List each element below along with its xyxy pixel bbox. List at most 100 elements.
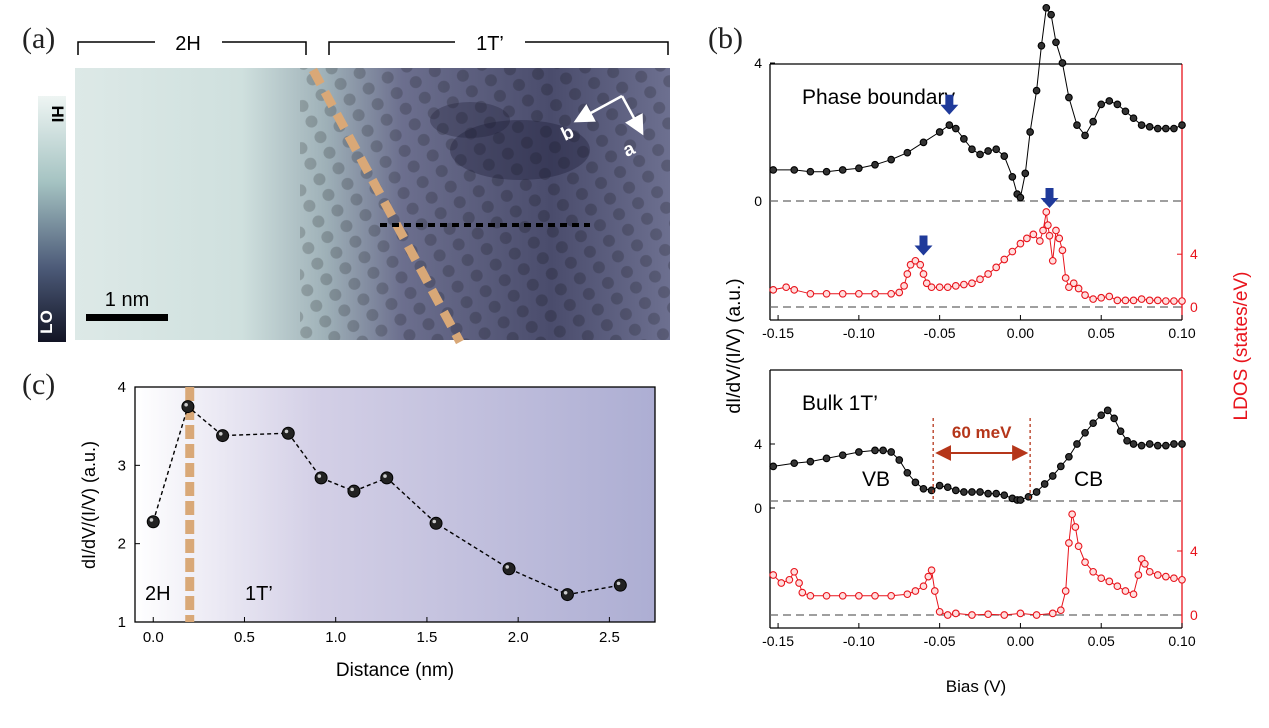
y-tick-left-label: 0 bbox=[754, 500, 762, 516]
didv-boundary-point bbox=[871, 160, 879, 169]
didv-bulk-point bbox=[1110, 414, 1118, 423]
ldos-bulk-point bbox=[1071, 523, 1080, 531]
data-point bbox=[181, 400, 195, 414]
scalebar bbox=[86, 314, 168, 321]
data-point-highlight bbox=[432, 519, 437, 524]
didv-bulk-point bbox=[769, 462, 778, 471]
didv-bulk-point bbox=[790, 459, 799, 468]
ldos-bulk-point bbox=[806, 591, 815, 600]
x-tick-label: 1.0 bbox=[325, 629, 346, 646]
y-tick-left-label: 0 bbox=[754, 193, 762, 209]
ldos-boundary-point bbox=[1055, 234, 1064, 243]
didv-boundary-point bbox=[790, 166, 799, 174]
didv-boundary-point bbox=[960, 135, 968, 143]
phase-boundary-line bbox=[309, 67, 464, 345]
didv-boundary-point bbox=[992, 145, 1001, 154]
didv-boundary-point bbox=[1153, 124, 1162, 133]
ldos-boundary-point bbox=[922, 279, 931, 288]
ldos-bulk-point bbox=[795, 579, 803, 587]
didv-boundary-point bbox=[1047, 10, 1055, 19]
y-axis-title-right: LDOS (states/eV) bbox=[1231, 272, 1252, 421]
didv-boundary-point bbox=[1081, 131, 1089, 140]
didv-bulk-point bbox=[1116, 427, 1125, 436]
ldos-bulk-point bbox=[887, 591, 896, 600]
didv-bulk-point bbox=[1081, 428, 1089, 437]
ldos-boundary-point bbox=[1058, 246, 1067, 255]
didv-boundary-point bbox=[968, 145, 976, 154]
x-tick-label: -0.05 bbox=[924, 633, 956, 649]
ldos-bulk-point bbox=[943, 611, 952, 619]
ldos-boundary-point bbox=[900, 282, 908, 290]
ldos-boundary-point bbox=[1065, 283, 1073, 292]
didv-bulk-point bbox=[911, 478, 920, 487]
ldos-bulk-point bbox=[871, 591, 879, 600]
x-tick-label: 1.5 bbox=[417, 629, 438, 646]
y-tick-right-label: 0 bbox=[1190, 607, 1198, 623]
ldos-bulk-point bbox=[911, 587, 920, 595]
ldos-bulk-point bbox=[1140, 559, 1149, 568]
ldos-boundary-point bbox=[911, 256, 920, 265]
didv-bulk-point bbox=[1024, 492, 1033, 501]
ldos-boundary-point bbox=[855, 289, 863, 298]
colorbar bbox=[38, 96, 66, 342]
data-point-highlight bbox=[383, 474, 387, 478]
ldos-bulk-line bbox=[772, 514, 1183, 616]
bracket-2h bbox=[77, 41, 307, 55]
y-tick-left-label: 4 bbox=[754, 55, 762, 71]
panel-a: 2H 1T’ b a 1 nm HI LO bbox=[37, 33, 670, 345]
didv-boundary-point bbox=[1021, 169, 1030, 178]
ldos-boundary-point bbox=[887, 289, 896, 298]
ldos-bulk-point bbox=[1097, 574, 1106, 583]
didv-bulk-point bbox=[1016, 496, 1025, 504]
ldos-bulk-point bbox=[1068, 510, 1076, 519]
ldos-boundary-point bbox=[1121, 296, 1130, 305]
y-tick-label: 1 bbox=[118, 614, 126, 631]
ldos-boundary-point bbox=[992, 263, 1001, 272]
didv-boundary-point bbox=[1037, 41, 1046, 50]
ldos-bulk-point bbox=[984, 610, 992, 619]
didv-boundary-point bbox=[1032, 86, 1041, 95]
didv-boundary-point bbox=[1121, 107, 1130, 116]
ldos-boundary-point bbox=[906, 260, 915, 269]
ldos-bulk-point bbox=[1178, 575, 1186, 584]
ldos-boundary-point bbox=[1039, 226, 1047, 235]
ldos-bulk-point bbox=[935, 607, 944, 616]
data-point bbox=[314, 471, 328, 485]
didv-bulk-point bbox=[1000, 491, 1009, 500]
didv-bulk-point bbox=[976, 488, 984, 496]
didv-boundary-point bbox=[855, 164, 863, 173]
didv-boundary-point bbox=[887, 155, 896, 164]
ldos-bulk-point bbox=[769, 571, 778, 579]
didv-bulk-point bbox=[1123, 436, 1131, 445]
x-tick-label: 0.5 bbox=[234, 629, 255, 646]
ldos-boundary-point bbox=[1113, 296, 1122, 305]
cb-label: CB bbox=[1074, 468, 1103, 491]
didv-boundary-point bbox=[984, 147, 992, 155]
didv-boundary-point bbox=[1145, 122, 1154, 131]
x-tick-label: 0.10 bbox=[1168, 633, 1195, 649]
ldos-boundary-point bbox=[1153, 296, 1162, 305]
data-point-highlight bbox=[505, 565, 510, 569]
didv-boundary-point bbox=[919, 138, 928, 147]
ldos-boundary-line bbox=[773, 211, 1182, 302]
ldos-boundary-point bbox=[1042, 208, 1051, 216]
didv-boundary-point bbox=[1042, 3, 1051, 12]
ldos-boundary-point bbox=[1052, 226, 1060, 235]
didv-bulk-point bbox=[1161, 441, 1170, 450]
ldos-boundary-point bbox=[769, 285, 778, 294]
data-point bbox=[613, 578, 627, 592]
didv-bulk-point bbox=[806, 457, 815, 466]
ldos-boundary-point bbox=[871, 289, 879, 298]
x-tick-label: 0.0 bbox=[143, 629, 164, 646]
data-point-highlight bbox=[184, 402, 188, 407]
x-tick-label: -0.05 bbox=[924, 325, 956, 341]
panel-c: 0.0 0.5 1.0 1.5 2.0 2.5 1 2 3 4 2H 1T’ Distance (nm)… bbox=[79, 379, 656, 681]
didv-boundary-point bbox=[1170, 124, 1178, 133]
didv-bulk-point bbox=[1129, 440, 1138, 448]
ldos-boundary-point bbox=[1000, 255, 1009, 264]
ldos-boundary-point bbox=[1081, 291, 1089, 299]
didv-boundary-point bbox=[822, 167, 831, 176]
x-tick-label: 0.10 bbox=[1168, 325, 1195, 341]
blue-arrow-3 bbox=[1040, 188, 1059, 208]
didv-bulk-point bbox=[1103, 406, 1112, 415]
